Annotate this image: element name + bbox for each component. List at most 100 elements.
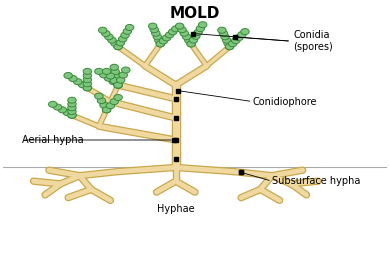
Circle shape — [156, 41, 165, 47]
Circle shape — [182, 34, 191, 40]
Circle shape — [229, 41, 237, 47]
Circle shape — [119, 36, 127, 42]
Circle shape — [165, 32, 174, 38]
Text: Aerial hypha: Aerial hypha — [22, 135, 83, 145]
Text: Hyphae: Hyphae — [157, 204, 195, 214]
Circle shape — [78, 82, 87, 88]
Circle shape — [99, 27, 107, 33]
Circle shape — [191, 33, 200, 39]
Circle shape — [123, 28, 131, 34]
Circle shape — [83, 77, 92, 83]
Circle shape — [221, 34, 229, 40]
Circle shape — [116, 40, 125, 46]
Circle shape — [114, 82, 122, 88]
Circle shape — [235, 35, 243, 41]
Circle shape — [126, 24, 134, 31]
Circle shape — [122, 67, 130, 73]
Circle shape — [68, 109, 76, 115]
Circle shape — [156, 41, 165, 47]
Circle shape — [241, 29, 249, 35]
Circle shape — [176, 23, 184, 29]
Circle shape — [225, 44, 234, 50]
Circle shape — [187, 41, 195, 47]
Circle shape — [153, 34, 161, 40]
Circle shape — [104, 75, 113, 81]
Circle shape — [68, 97, 76, 103]
Text: Conidia
(spores): Conidia (spores) — [293, 31, 333, 52]
Circle shape — [117, 77, 125, 83]
Circle shape — [97, 98, 106, 104]
Circle shape — [218, 27, 226, 33]
Circle shape — [108, 37, 116, 43]
Circle shape — [159, 38, 168, 44]
Text: MOLD: MOLD — [170, 6, 220, 20]
Circle shape — [225, 44, 234, 50]
Circle shape — [224, 40, 232, 46]
Circle shape — [111, 69, 119, 75]
Circle shape — [178, 27, 186, 33]
Circle shape — [74, 79, 82, 85]
Text: Subsurface hypha: Subsurface hypha — [272, 176, 360, 186]
Circle shape — [113, 78, 121, 84]
Circle shape — [95, 68, 103, 74]
Circle shape — [83, 73, 92, 78]
Circle shape — [110, 78, 119, 83]
Circle shape — [110, 99, 119, 105]
Circle shape — [121, 32, 129, 38]
Circle shape — [162, 35, 171, 41]
Circle shape — [48, 101, 57, 107]
Circle shape — [114, 82, 122, 88]
Circle shape — [102, 107, 111, 113]
Circle shape — [114, 82, 122, 88]
Circle shape — [150, 27, 158, 33]
Circle shape — [69, 76, 77, 81]
Circle shape — [99, 72, 108, 78]
Circle shape — [110, 64, 119, 70]
Circle shape — [219, 31, 228, 36]
Circle shape — [102, 107, 111, 113]
Circle shape — [68, 112, 76, 118]
Circle shape — [114, 82, 122, 88]
Circle shape — [101, 31, 110, 36]
Text: Conidiophore: Conidiophore — [253, 97, 317, 107]
Circle shape — [83, 85, 92, 91]
Circle shape — [189, 37, 198, 43]
Circle shape — [172, 26, 180, 32]
Circle shape — [95, 93, 103, 99]
Circle shape — [64, 73, 73, 78]
Circle shape — [180, 30, 188, 36]
Circle shape — [194, 29, 202, 36]
Circle shape — [112, 73, 121, 79]
Circle shape — [119, 72, 128, 78]
Circle shape — [105, 34, 113, 40]
Circle shape — [222, 37, 231, 43]
Circle shape — [83, 68, 92, 74]
Circle shape — [196, 25, 205, 32]
Circle shape — [100, 102, 108, 108]
Circle shape — [106, 73, 115, 79]
Circle shape — [102, 68, 111, 74]
Circle shape — [168, 29, 177, 35]
Circle shape — [58, 107, 67, 113]
Circle shape — [238, 32, 246, 38]
Circle shape — [149, 23, 157, 29]
Circle shape — [83, 85, 92, 91]
Circle shape — [109, 79, 117, 85]
Circle shape — [187, 41, 195, 47]
Circle shape — [199, 22, 207, 28]
Circle shape — [154, 37, 163, 43]
Circle shape — [68, 105, 76, 111]
Circle shape — [63, 109, 71, 116]
Circle shape — [114, 94, 122, 101]
Circle shape — [111, 40, 119, 46]
Circle shape — [232, 38, 240, 44]
Circle shape — [53, 104, 62, 110]
Circle shape — [114, 44, 122, 50]
Circle shape — [68, 101, 76, 107]
Circle shape — [152, 30, 160, 36]
Circle shape — [106, 103, 115, 109]
Circle shape — [114, 44, 122, 50]
Circle shape — [83, 81, 92, 87]
Circle shape — [184, 37, 193, 43]
Circle shape — [68, 112, 76, 118]
